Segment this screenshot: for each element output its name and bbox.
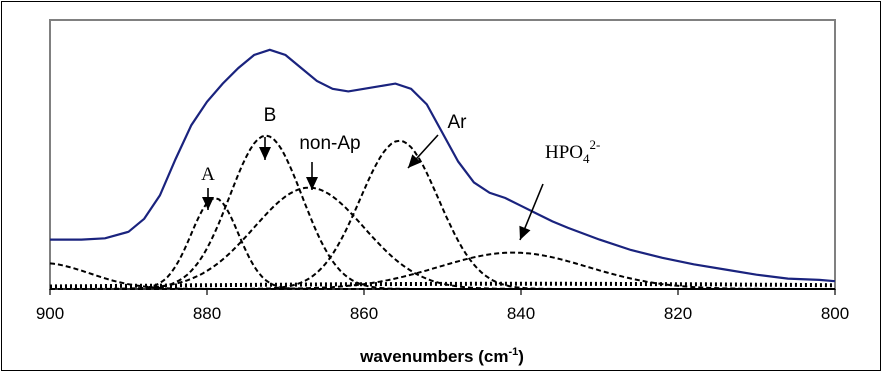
- annotation-label: Ar: [448, 112, 468, 133]
- series-line-1: [50, 48, 836, 283]
- series-line-8: [49, 281, 835, 289]
- annotation-label: non-Ap: [299, 133, 360, 154]
- x-axis-label: wavenumbers (cm-1): [359, 346, 524, 366]
- x-tick-label: 860: [350, 304, 378, 323]
- annotation-label: A: [201, 164, 215, 185]
- annotation-arrowhead: [519, 225, 531, 240]
- x-axis-ticks: 900 880 860 840 820 800: [36, 289, 849, 323]
- annotation-arrowhead: [259, 147, 271, 160]
- x-axis-label-superscript: -1: [508, 346, 518, 358]
- x-tick-label: 880: [193, 304, 221, 323]
- annotation-label: HPO42-: [545, 137, 600, 166]
- annotation-arrowhead: [408, 154, 422, 168]
- annotation-arrowhead: [202, 197, 214, 210]
- x-tick-label: 840: [507, 304, 535, 323]
- x-tick-label: 820: [664, 304, 692, 323]
- annotation-arrowhead: [306, 177, 318, 190]
- plot-area-frame: [49, 19, 836, 290]
- x-tick-label: 900: [36, 304, 64, 323]
- x-tick-label: 800: [821, 304, 849, 323]
- annotation-label: B: [264, 105, 277, 126]
